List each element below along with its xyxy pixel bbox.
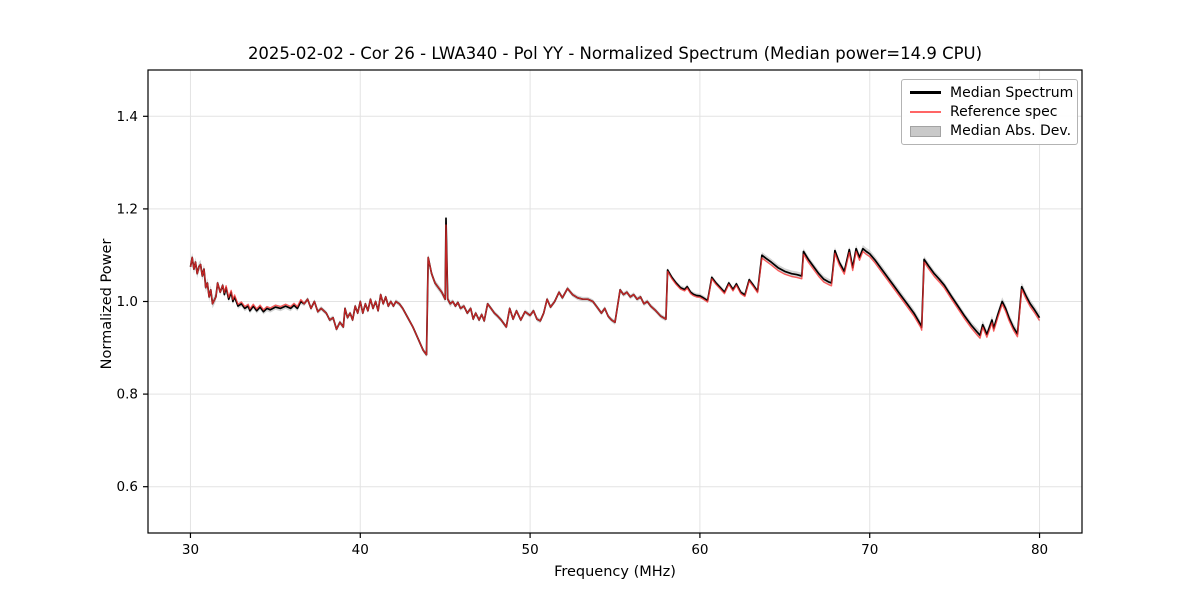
legend-item-reference-spec: Reference spec xyxy=(902,102,1077,121)
x-axis-label: Frequency (MHz) xyxy=(554,564,676,580)
x-tick-label: 70 xyxy=(861,542,878,558)
x-tick-label: 40 xyxy=(352,542,369,558)
x-tick-label: 30 xyxy=(182,542,199,558)
y-tick-label: 0.8 xyxy=(117,387,138,403)
legend-label: Median Abs. Dev. xyxy=(950,123,1072,140)
legend-item-median-abs-dev: Median Abs. Dev. xyxy=(902,122,1077,141)
x-tick-label: 50 xyxy=(521,542,538,558)
y-tick-label: 1.4 xyxy=(117,109,138,125)
legend-item-median-spectrum: Median Spectrum xyxy=(902,83,1077,102)
chart-title: 2025-02-02 - Cor 26 - LWA340 - Pol YY - … xyxy=(247,44,983,63)
x-tick-label: 60 xyxy=(691,542,708,558)
x-tick-label: 80 xyxy=(1031,542,1048,558)
y-tick-label: 1.2 xyxy=(117,201,138,217)
mad-band xyxy=(190,214,1040,358)
y-tick-label: 0.6 xyxy=(117,479,138,495)
reference-spec-line xyxy=(189,224,1041,356)
reference-line-swatch-icon xyxy=(910,110,941,114)
y-tick-label: 1.0 xyxy=(117,294,138,310)
median-line-swatch-icon xyxy=(910,91,941,94)
legend-label: Reference spec xyxy=(950,103,1058,120)
legend-label: Median Spectrum xyxy=(950,84,1074,101)
mad-patch-swatch-icon xyxy=(910,125,941,137)
legend: Median Spectrum Reference spec Median Ab… xyxy=(901,79,1078,145)
median-spectrum-line xyxy=(189,217,1041,356)
